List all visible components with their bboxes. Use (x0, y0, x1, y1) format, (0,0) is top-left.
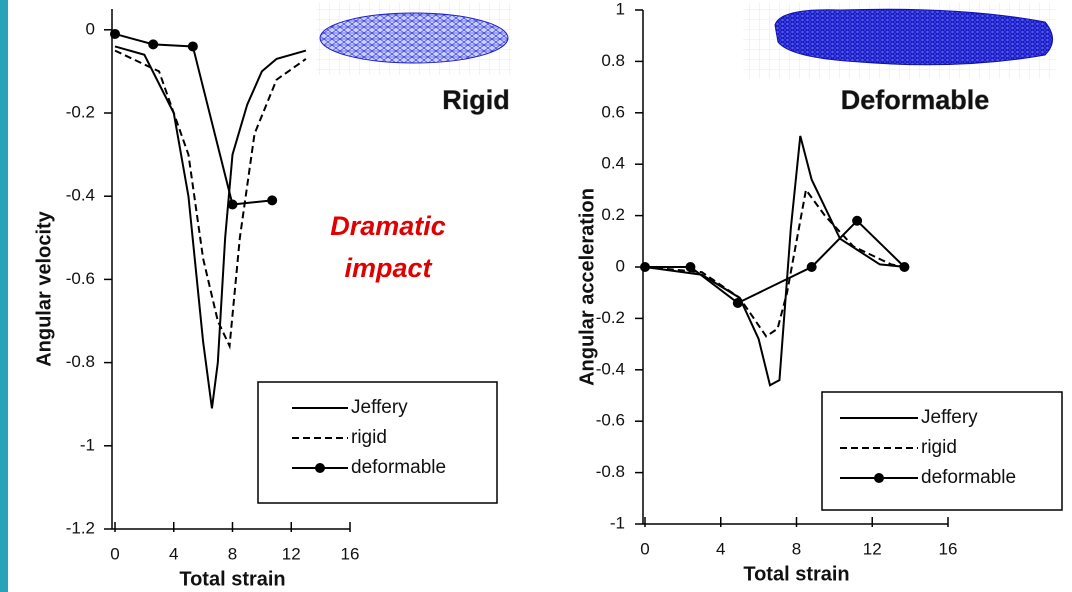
x-axis-title: Total strain (743, 563, 849, 585)
legend-label: deformable (921, 467, 1016, 488)
x-axis-title: Total strain (179, 568, 285, 590)
side-stripe (0, 0, 8, 592)
x-tick-label: 4 (716, 539, 725, 558)
annotation: Dramatic (330, 211, 446, 241)
series-line (645, 221, 904, 303)
y-axis-title: Angular velocity (33, 210, 55, 366)
y-tick-label: -0.4 (66, 186, 95, 205)
y-tick-label: -1.2 (66, 518, 95, 537)
data-point (228, 200, 238, 210)
slide: Rigid Deformable Dramatic impact 0 -0.2 -0… (0, 0, 1072, 592)
y-tick-label: -0.6 (596, 411, 625, 430)
y-tick-label: -1 (610, 513, 625, 532)
series-line (645, 136, 906, 385)
legend-label: deformable (351, 457, 446, 478)
data-point (899, 262, 909, 272)
data-point (110, 29, 120, 39)
x-tick-label: 0 (110, 544, 119, 563)
data-point (267, 195, 277, 205)
data-point (685, 262, 695, 272)
y-tick-label: 0.8 (601, 51, 625, 70)
legend-label: Jeffery (351, 397, 408, 418)
data-point (852, 216, 862, 226)
data-point (733, 298, 743, 308)
x-tick-label: 8 (228, 544, 237, 563)
y-tick-label: -0.4 (596, 359, 625, 378)
x-tick-label: 16 (341, 544, 360, 563)
y-tick-label: 0.2 (601, 205, 625, 224)
legend-label: rigid (921, 437, 957, 458)
y-tick-label: -0.6 (66, 269, 95, 288)
deformable-image (743, 3, 1056, 78)
y-tick-label: -0.8 (66, 352, 95, 371)
legend-label: Jeffery (921, 407, 978, 428)
data-point (640, 262, 650, 272)
y-tick-label: -0.8 (596, 462, 625, 481)
annotation: impact (344, 253, 432, 283)
y-tick-label: 0 (616, 256, 625, 275)
x-tick-label: 0 (640, 539, 649, 558)
ellipsoid-mesh (320, 13, 508, 63)
x-tick-label: 4 (169, 544, 178, 563)
rigid-label: Rigid (442, 85, 510, 115)
series-line (115, 46, 306, 408)
y-tick-label: 0.6 (601, 102, 625, 121)
ellipsoid-mesh (775, 9, 1053, 65)
y-tick-label: 1 (616, 0, 625, 18)
x-tick-label: 12 (863, 539, 882, 558)
x-tick-label: 12 (282, 544, 301, 563)
legend-marker (874, 473, 884, 483)
series-line (645, 190, 906, 336)
y-tick-label: 0 (86, 19, 95, 38)
y-axis-title: Angular acceleration (576, 188, 598, 386)
y-tick-label: -0.2 (66, 102, 95, 121)
legend-marker (315, 463, 325, 473)
y-tick-label: -1 (80, 435, 95, 454)
y-tick-label: 0.4 (601, 154, 625, 173)
data-point (148, 39, 158, 49)
deformable-label: Deformable (841, 85, 990, 115)
series-line (115, 51, 306, 346)
y-tick-label: -0.2 (596, 308, 625, 327)
legend-label: rigid (351, 427, 387, 448)
x-tick-label: 8 (792, 539, 801, 558)
x-tick-label: 16 (939, 539, 958, 558)
rigid-image (316, 3, 512, 75)
data-point (807, 262, 817, 272)
data-point (188, 41, 198, 51)
